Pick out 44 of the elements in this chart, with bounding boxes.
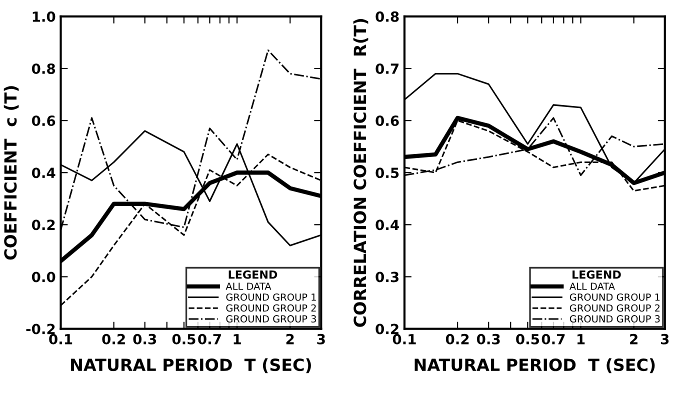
x-tick-label: 0.5 xyxy=(516,334,540,344)
x-tick-label: 0.5 xyxy=(172,334,196,344)
x-tick-label: 0.2 xyxy=(102,334,125,344)
legend-label: GROUND GROUP 1 xyxy=(570,293,660,301)
y-tick-label: 0.7 xyxy=(376,63,399,74)
x-tick-label: 1 xyxy=(234,334,241,344)
y-tick-label: 0.6 xyxy=(376,116,399,126)
x-axis-title: NATURAL PERIOD T (SEC) xyxy=(414,358,655,374)
y-tick-label: 1.0 xyxy=(32,11,56,22)
legend-label: ALL DATA xyxy=(569,282,615,290)
x-tick-label: 0.7 xyxy=(542,334,565,344)
x-tick-label: 0.3 xyxy=(133,334,156,344)
legend-label: GROUND GROUP 1 xyxy=(226,293,316,301)
legend-label: GROUND GROUP 3 xyxy=(226,315,316,323)
legend-label: GROUND GROUP 3 xyxy=(570,315,660,323)
y-axis-title: COEFFICIENT c (T) xyxy=(4,86,19,260)
y-tick-label: 0.2 xyxy=(376,324,398,334)
y-tick-label: 0.0 xyxy=(32,272,56,282)
y-tick-label: 0.2 xyxy=(32,220,55,230)
x-tick-label: 0.3 xyxy=(476,334,500,344)
y-tick-label: -0.2 xyxy=(26,324,55,334)
x-axis-title: NATURAL PERIOD T (SEC) xyxy=(71,358,311,374)
y-tick-label: 0.6 xyxy=(32,116,56,126)
x-tick-label: 0.1 xyxy=(49,334,72,344)
y-tick-label: 0.4 xyxy=(376,220,399,230)
x-tick-label: 2 xyxy=(286,334,294,344)
x-tick-label: 2 xyxy=(630,334,638,344)
legend-title: LEGEND xyxy=(572,270,621,279)
y-axis-title: CORRELATION COEFFICIENT R(T) xyxy=(353,19,368,327)
x-tick-label: 0.1 xyxy=(392,334,416,344)
x-tick-label: 0.2 xyxy=(446,334,469,344)
legend-label: GROUND GROUP 2 xyxy=(570,304,660,312)
legend-title: LEGEND xyxy=(228,270,278,279)
y-tick-label: 0.5 xyxy=(376,168,399,178)
y-tick-label: 0.3 xyxy=(376,272,399,282)
y-tick-label: 0.8 xyxy=(32,63,56,74)
y-tick-label: 0.4 xyxy=(32,168,56,178)
legend-label: GROUND GROUP 2 xyxy=(226,304,316,312)
y-tick-label: 0.8 xyxy=(376,11,399,22)
x-tick-label: 0.7 xyxy=(198,334,221,344)
x-tick-label: 1 xyxy=(578,334,585,344)
x-tick-label: 3 xyxy=(660,334,669,344)
x-tick-label: 3 xyxy=(317,334,325,344)
legend-label: ALL DATA xyxy=(226,282,272,290)
